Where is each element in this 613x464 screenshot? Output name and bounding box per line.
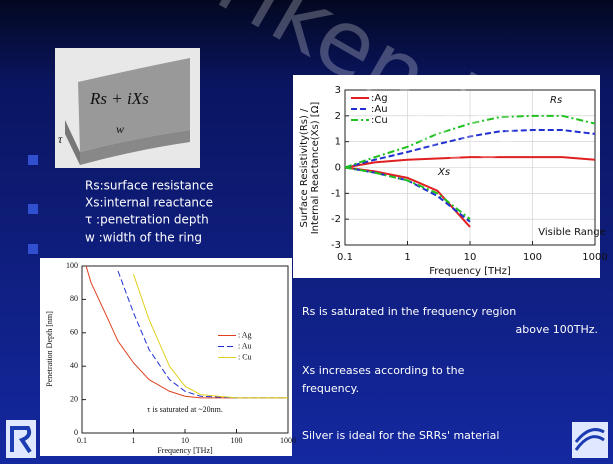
x-tick-label: 1 [132,436,136,445]
series-line [345,114,595,169]
series-line [117,270,288,399]
y-tick-label: -1 [331,188,341,199]
x-tick-label: 10 [464,252,477,263]
y-tick-label: 40 [70,361,78,370]
annotation: Rs [550,95,562,106]
x-tick-label: 10 [181,436,189,445]
series-line [345,129,595,169]
logo-left [6,420,36,458]
legend-label: : Ag [238,330,252,339]
note: Rs is saturated in the frequency region [302,305,516,318]
y-axis-label: Internal Reactance(Xs) [Ω] [310,102,321,235]
x-axis-label: Frequency [THz] [429,266,511,277]
annotation: τ is saturated at ~20nm. [147,405,223,414]
y-tick-label: 3 [335,85,341,96]
y-tick-label: -3 [331,240,341,251]
x-tick-label: 1000 [280,436,296,445]
x-axis-label: Frequency [THz] [157,446,213,455]
y-tick-label: 100 [66,261,78,270]
chart-panel [293,75,600,278]
series-line [85,266,288,399]
y-tick-label: 80 [70,294,78,303]
y-axis-label: Surface Resistivity(Rs) / [299,108,310,227]
note: Silver is ideal for the SRRs' material [302,429,499,442]
series-line [345,156,595,169]
legend-label: : Cu [238,352,252,361]
chart-penetration: Frequency [THz] Penetration Depth [nm] τ… [40,258,296,456]
legend-label: :Ag [371,93,388,104]
annotation: Visible Range [538,227,606,238]
x-tick-label: 1 [404,252,410,263]
definition: w :width of the ring [85,231,202,245]
series-line [133,274,288,399]
x-tick-label: 1000 [582,252,607,263]
legend-label: :Au [371,104,388,115]
y-axis-label: Penetration Depth [nm] [45,311,54,387]
definition: Xs:internal reactance [85,196,213,210]
y-tick-label: 0 [74,428,78,437]
y-tick-label: 60 [70,328,78,337]
series-line [345,166,471,220]
y-tick-label: -2 [331,214,341,225]
legend-label: :Cu [371,115,388,126]
bullets [28,155,38,254]
x-tick-label: 100 [523,252,542,263]
x-tick-label: 100 [231,436,243,445]
logo-right [572,422,608,458]
y-tick-label: 2 [335,111,341,122]
y-tick-label: 1 [335,137,341,148]
plot-frame [81,265,289,434]
note: Xs increases according to the [302,364,465,377]
definition: Rs:surface resistance [85,179,213,193]
formula: Rs + iXs [89,89,149,108]
y-tick-label: 0 [335,163,341,174]
x-tick-label: 0.1 [337,252,353,263]
y-tick-label: 20 [70,394,78,403]
annotation: Xs [437,167,450,178]
depth-label: τ [58,132,63,146]
x-tick-label: 0.1 [77,436,87,445]
width-label: w [116,122,124,136]
definition: τ :penetration depth [85,213,209,227]
note: frequency. [302,382,359,395]
legend-label: : Au [238,341,252,350]
note: above 100THz. [516,323,598,336]
chart-resistivity: Frequency [THz] Surface Resistivity(Rs) … [293,75,608,278]
diagram: Rs + iXs w τ [55,48,200,168]
